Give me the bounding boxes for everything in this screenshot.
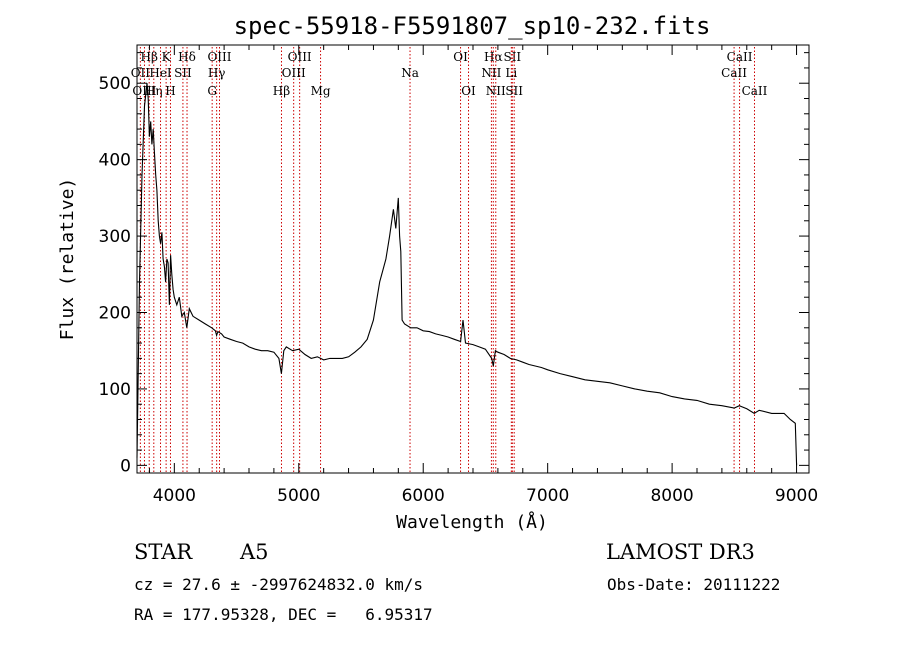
spectrum-line	[136, 83, 798, 466]
y-tick-label: 100	[99, 380, 131, 400]
marker-label: Hγ	[208, 66, 226, 80]
survey-name: LAMOST DR3	[606, 540, 755, 564]
y-tick-label: 0	[120, 456, 131, 476]
marker-label: Hη	[145, 84, 163, 98]
marker-label: OI	[453, 50, 468, 64]
y-tick-label: 500	[99, 74, 131, 94]
marker-label: HeI	[149, 66, 172, 80]
marker-label: Hδ	[178, 50, 196, 64]
x-axis-label: Wavelength (Å)	[396, 511, 548, 533]
marker-label: CaII	[721, 66, 747, 80]
marker-label: NII	[481, 66, 501, 80]
marker-label: Hβ	[140, 50, 157, 64]
marker-label: SII	[503, 50, 521, 64]
marker-label: CaII	[727, 50, 753, 64]
marker-label: Li	[505, 66, 517, 80]
plot-frame	[136, 44, 810, 474]
obs-date: Obs-Date: 20111222	[607, 575, 781, 594]
marker-label: OII	[131, 66, 151, 80]
marker-label: Na	[401, 66, 419, 80]
marker-label: OIII	[207, 50, 231, 64]
x-tick-label: 6000	[402, 486, 445, 506]
y-tick-label: 200	[99, 304, 131, 324]
y-tick-label: 400	[99, 151, 131, 171]
x-tick-label: 8000	[650, 486, 693, 506]
x-tick-label: 9000	[775, 486, 818, 506]
axis-ticks: 4000 5000 6000 7000 8000 9000 0 100 200 300 400 500	[99, 45, 818, 506]
object-subclass: A5	[240, 540, 269, 564]
marker-label: Hα	[484, 50, 503, 64]
marker-label: SII	[505, 84, 523, 98]
marker-label: Hβ	[273, 84, 290, 98]
marker-label: K	[162, 50, 172, 64]
redshift-line: cz = 27.6 ± -2997624832.0 km/s	[134, 575, 423, 594]
x-tick-label: 7000	[526, 486, 569, 506]
marker-label: G	[207, 84, 217, 98]
marker-label: NII	[486, 84, 506, 98]
marker-label: Mg	[311, 84, 331, 98]
coordinates: RA = 177.95328, DEC = 6.95317	[134, 605, 433, 624]
marker-label: CaII	[742, 84, 768, 98]
marker-label: OIII	[288, 50, 312, 64]
marker-label: H	[165, 84, 175, 98]
chart-title: spec-55918-F5591807_sp10-232.fits	[234, 12, 711, 40]
marker-label: OIII	[132, 84, 156, 98]
y-tick-label: 300	[99, 227, 131, 247]
marker-label: OIII	[282, 66, 306, 80]
object-class: STAR	[134, 540, 193, 564]
marker-label: OI	[461, 84, 476, 98]
y-axis-label: Flux (relative)	[57, 178, 78, 341]
marker-label: SII	[174, 66, 192, 80]
x-tick-label: 4000	[153, 486, 196, 506]
x-tick-label: 5000	[277, 486, 320, 506]
